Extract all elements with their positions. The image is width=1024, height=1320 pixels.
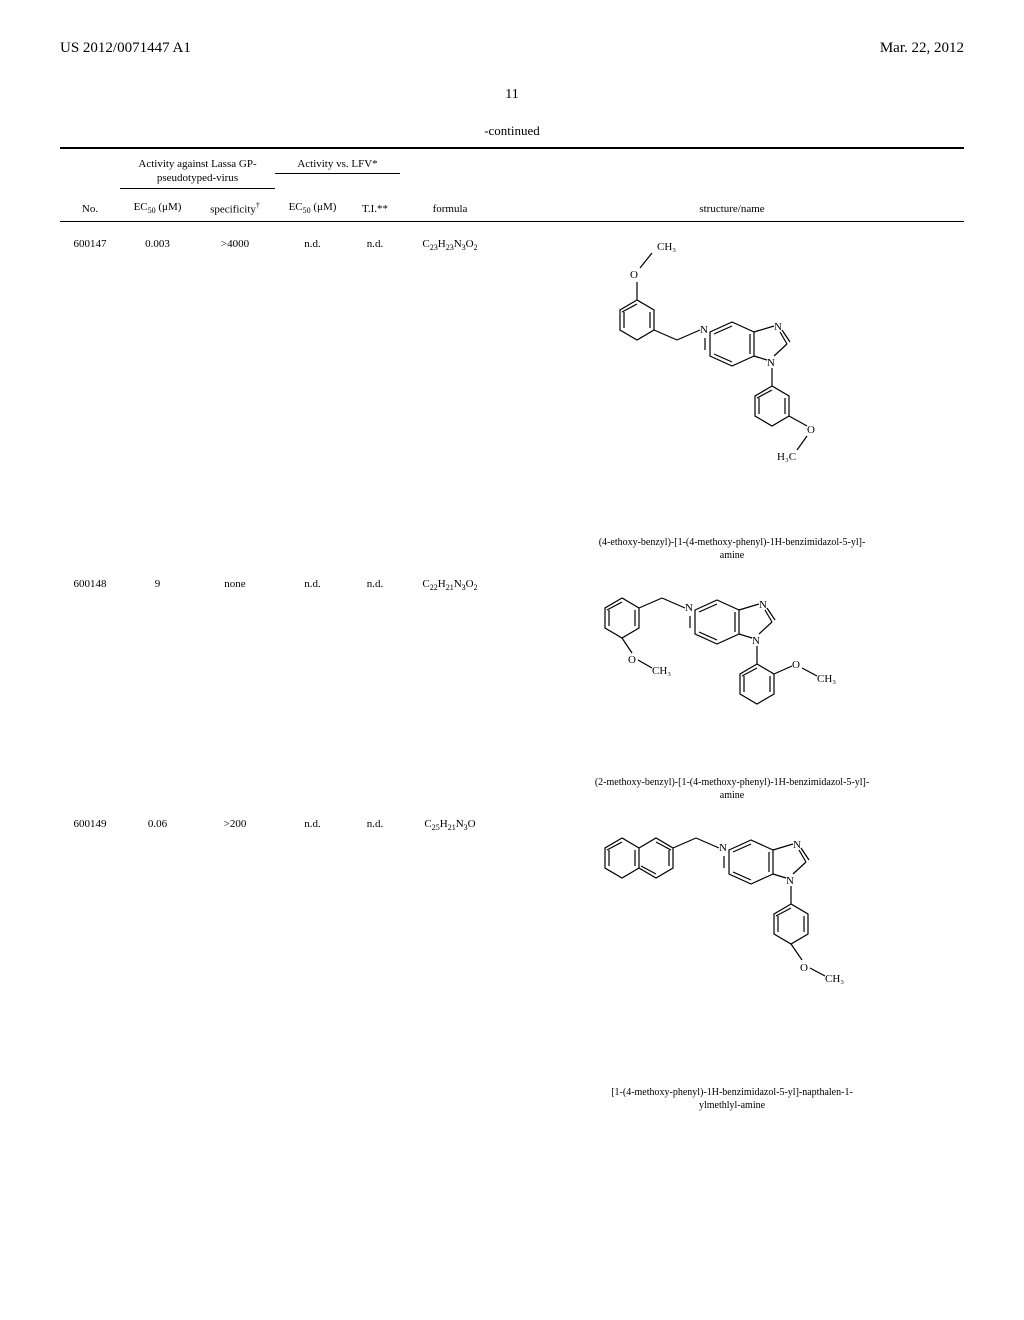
structure-name: (2-methoxy-benzyl)-[1-(4-methoxy-phenyl)…	[592, 776, 872, 802]
cell-ec50-2: n.d.	[275, 238, 350, 250]
patent-date: Mar. 22, 2012	[880, 40, 964, 57]
cell-ec50-2: n.d.	[275, 578, 350, 590]
activity-lfv-header: Activity vs. LFV*	[275, 157, 400, 174]
molecule-structure-icon: CH₃ O N N	[602, 238, 862, 528]
svg-text:CH₃: CH₃	[657, 241, 676, 253]
svg-text:N: N	[752, 635, 760, 647]
col-formula-header: formula	[400, 203, 500, 215]
col-ec50-2-header: EC50 (μM)	[275, 201, 350, 215]
svg-text:N: N	[759, 599, 767, 611]
cell-structure: O CH₃ N N N	[500, 578, 964, 802]
cell-structure: N N N O	[500, 818, 964, 1112]
cell-ec50-2: n.d.	[275, 818, 350, 830]
table-row: 600147 0.003 >4000 n.d. n.d. C23H23N3O2 …	[60, 222, 964, 562]
svg-text:N: N	[793, 839, 801, 851]
cell-ti: n.d.	[350, 578, 400, 590]
cell-no: 600147	[60, 238, 120, 250]
cell-spec: none	[195, 578, 275, 590]
cell-ec50-1: 9	[120, 578, 195, 590]
cell-ti: n.d.	[350, 238, 400, 250]
svg-text:N: N	[767, 357, 775, 369]
col-structure-header: structure/name	[500, 203, 964, 215]
table-header-row-1: Activity against Lassa GP-pseudotyped-vi…	[60, 151, 964, 197]
svg-text:N: N	[685, 602, 693, 614]
col-no-header: No.	[60, 203, 120, 215]
svg-text:N: N	[774, 321, 782, 333]
continued-label: -continued	[60, 123, 964, 139]
svg-text:O: O	[628, 654, 636, 666]
cell-no: 600149	[60, 818, 120, 830]
svg-text:O: O	[630, 269, 638, 281]
cell-ec50-1: 0.003	[120, 238, 195, 250]
cell-formula: C23H23N3O2	[400, 238, 500, 252]
svg-text:O: O	[807, 424, 815, 436]
cell-ti: n.d.	[350, 818, 400, 830]
cell-structure: CH₃ O N N	[500, 238, 964, 562]
svg-text:N: N	[719, 842, 727, 854]
table-header-row-2: No. EC50 (μM) specificity† EC50 (μM) T.I…	[60, 197, 964, 222]
cell-formula: C22H21N3O2	[400, 578, 500, 592]
molecule-structure-icon: O CH₃ N N N	[592, 578, 872, 768]
svg-text:CH₃: CH₃	[817, 673, 836, 685]
structure-name: (4-ethoxy-benzyl)-[1-(4-methoxy-phenyl)-…	[592, 536, 872, 562]
svg-text:O: O	[792, 659, 800, 671]
svg-text:O: O	[800, 962, 808, 974]
patent-number: US 2012/0071447 A1	[60, 40, 191, 57]
cell-ec50-1: 0.06	[120, 818, 195, 830]
activity-lassa-header: Activity against Lassa GP-pseudotyped-vi…	[120, 157, 275, 189]
table-row: 600148 9 none n.d. n.d. C22H21N3O2 O CH₃	[60, 562, 964, 802]
data-table: Activity against Lassa GP-pseudotyped-vi…	[60, 147, 964, 1112]
page-number: 11	[60, 87, 964, 103]
col-ti-header: T.I.**	[350, 203, 400, 215]
svg-text:N: N	[700, 324, 708, 336]
cell-spec: >200	[195, 818, 275, 830]
molecule-structure-icon: N N N O	[592, 818, 872, 1078]
svg-text:CH₃: CH₃	[825, 973, 844, 985]
table-row: 600149 0.06 >200 n.d. n.d. C25H21N3O N	[60, 802, 964, 1112]
svg-text:H₃C: H₃C	[777, 451, 796, 463]
col-ec50-1-header: EC50 (μM)	[120, 201, 195, 215]
svg-text:N: N	[786, 875, 794, 887]
svg-text:CH₃: CH₃	[652, 665, 671, 677]
col-spec-header: specificity†	[195, 201, 275, 216]
cell-spec: >4000	[195, 238, 275, 250]
cell-formula: C25H21N3O	[400, 818, 500, 832]
page-header: US 2012/0071447 A1 Mar. 22, 2012	[60, 40, 964, 57]
structure-name: [1-(4-methoxy-phenyl)-1H-benzimidazol-5-…	[592, 1086, 872, 1112]
cell-no: 600148	[60, 578, 120, 590]
